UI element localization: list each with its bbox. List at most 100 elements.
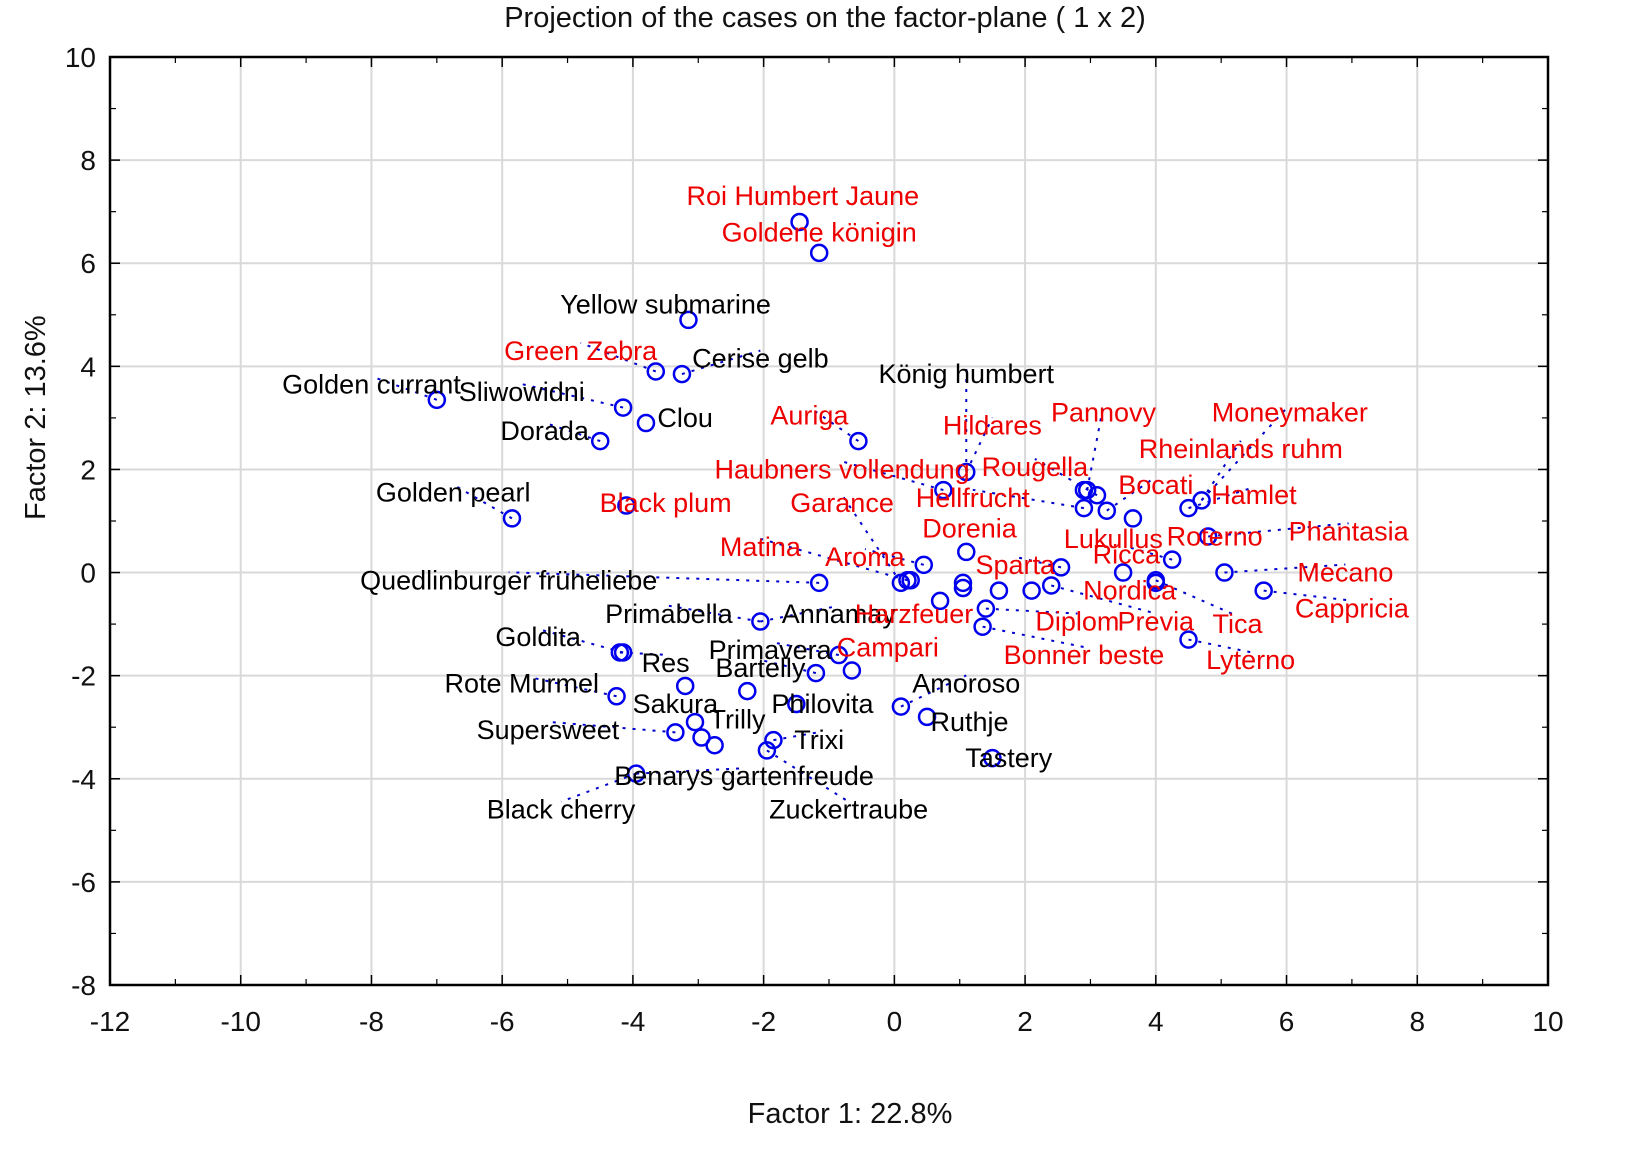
data-point-marker xyxy=(1074,480,1094,500)
point-label: Ruthje xyxy=(931,707,1009,737)
data-point-marker xyxy=(976,599,996,618)
data-point-marker xyxy=(636,413,656,433)
x-tick-label: -2 xyxy=(751,1006,776,1037)
leader-line xyxy=(371,375,438,401)
point-label: Haubners vollendung xyxy=(714,454,969,484)
data-point-marker xyxy=(983,748,1002,768)
data-point-marker xyxy=(502,509,522,528)
point-label: Sparta xyxy=(976,550,1057,580)
data-point-marker xyxy=(613,398,633,417)
point-label: Annamay xyxy=(782,599,897,629)
point-label: Bocati xyxy=(1118,470,1193,500)
point-label: Philovita xyxy=(771,689,874,719)
data-point-marker xyxy=(751,612,770,631)
data-point-marker xyxy=(917,707,937,727)
data-point-marker xyxy=(610,643,630,662)
y-tick-label: 6 xyxy=(80,248,96,279)
leader-line xyxy=(1200,404,1291,502)
point-label: Yellow submarine xyxy=(560,289,771,319)
point-label: Hellfrucht xyxy=(916,483,1031,513)
leader-line xyxy=(841,460,944,492)
point-label: Zuckertraube xyxy=(769,795,928,825)
point-label: Sakura xyxy=(633,689,720,719)
point-label: Res xyxy=(642,648,690,678)
data-point-marker xyxy=(646,362,666,381)
axes: -12 -10 -8 -6 -4 -2 0 2 4 6 8 10 -8 -6 -4 -2 0 2 4 6 8 10 xyxy=(65,42,1564,1037)
point-label: Quedlinburger früheliebe xyxy=(360,565,657,595)
point-label: Green Zebra xyxy=(504,336,658,366)
y-tick-label: 8 xyxy=(80,145,96,176)
data-point-marker xyxy=(705,736,724,755)
leader-line xyxy=(900,674,967,708)
y-axis-label: Factor 2: 13.6% xyxy=(20,315,52,520)
data-point-marker xyxy=(1051,558,1071,577)
y-tick-label: -4 xyxy=(71,764,96,795)
point-label: Nordica xyxy=(1083,576,1177,606)
data-point-marker xyxy=(617,496,636,515)
point-label: Sliwowidni xyxy=(459,377,585,407)
y-tick-label: -6 xyxy=(71,867,96,898)
y-tick-label: 0 xyxy=(80,558,96,589)
leader-line xyxy=(965,417,994,473)
data-point-marker xyxy=(590,431,610,451)
data-point-marker xyxy=(738,681,757,701)
point-label: Hamlet xyxy=(1211,480,1297,510)
x-tick-label: -6 xyxy=(490,1006,515,1037)
data-point-marker xyxy=(957,462,976,482)
data-point-marker xyxy=(809,243,829,263)
x-tick-label: -4 xyxy=(620,1006,645,1037)
point-label: Bartelly xyxy=(715,653,806,683)
data-point-marker xyxy=(806,663,826,683)
data-point-marker xyxy=(953,578,973,598)
data-point-marker xyxy=(1113,563,1133,582)
data-point-marker xyxy=(914,555,934,575)
data-point-marker xyxy=(790,212,809,232)
x-tick-label: 6 xyxy=(1279,1006,1295,1037)
leader-line xyxy=(982,625,1085,649)
x-axis-label: Factor 1: 22.8% xyxy=(747,1098,953,1130)
leader-line xyxy=(769,640,839,657)
x-tick-label: -10 xyxy=(220,1006,260,1037)
y-tick-label: 10 xyxy=(65,42,96,73)
data-point-marker xyxy=(849,431,868,451)
leader-line xyxy=(681,349,761,376)
leader-line xyxy=(521,674,617,698)
leader-line xyxy=(547,720,676,734)
y-tick-label: -8 xyxy=(71,970,96,1001)
data-point-marker xyxy=(1041,576,1061,595)
leader-line xyxy=(521,383,624,409)
point-label: Campari xyxy=(837,632,939,662)
point-label: Roterno xyxy=(1167,521,1263,551)
point-label: Diplom xyxy=(1035,607,1119,637)
leader-line xyxy=(1224,563,1346,574)
point-label: Roi Humbert Jaune xyxy=(687,181,920,211)
data-point-marker xyxy=(1022,581,1041,600)
data-point-marker xyxy=(842,661,862,680)
x-tick-label: 2 xyxy=(1017,1006,1033,1037)
leader-line xyxy=(560,772,637,803)
point-label: König humbert xyxy=(878,359,1054,389)
point-label: Tica xyxy=(1213,609,1264,639)
data-point-marker xyxy=(607,687,626,706)
data-point-marker xyxy=(1179,498,1198,518)
data-point-marker xyxy=(901,571,920,590)
point-label: Cappricia xyxy=(1295,594,1410,624)
point-label: Tastery xyxy=(965,743,1053,773)
point-label: Bonner beste xyxy=(1004,640,1165,670)
point-label: Trilly xyxy=(709,704,765,734)
data-point-marker xyxy=(1123,509,1143,528)
leader-line xyxy=(452,483,513,520)
data-point-marker xyxy=(1146,571,1166,590)
leader-line xyxy=(580,341,657,373)
y-tick-label: 2 xyxy=(80,454,96,485)
point-label: Trixi xyxy=(794,725,844,755)
point-label: Rote Murmel xyxy=(445,668,600,698)
point-label: Garance xyxy=(790,488,894,518)
point-label: Mecano xyxy=(1297,558,1393,588)
y-tick-label: 4 xyxy=(80,351,96,382)
data-point-marker xyxy=(1215,563,1234,582)
data-point-marker xyxy=(930,591,950,611)
data-point-marker xyxy=(891,697,911,716)
y-tick-label: -2 xyxy=(71,661,96,692)
point-label: Cerise gelb xyxy=(692,344,829,374)
